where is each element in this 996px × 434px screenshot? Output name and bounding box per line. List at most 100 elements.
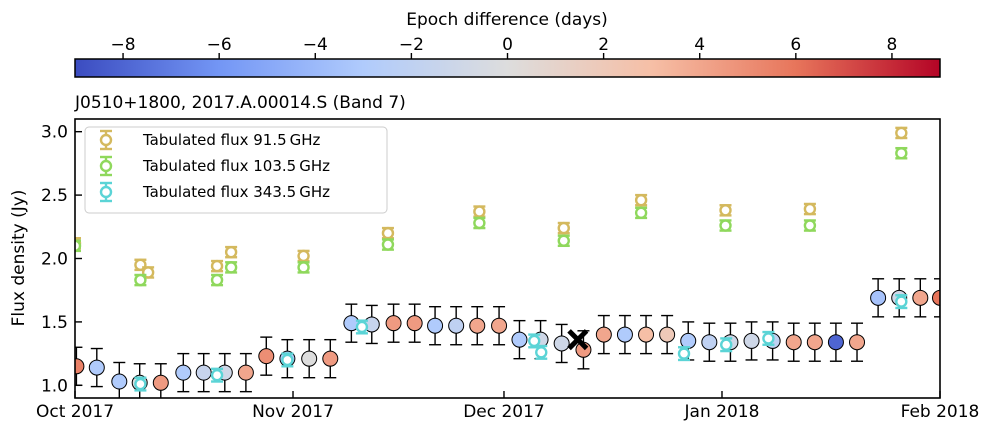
tabulated-point [473, 216, 486, 230]
legend-box [84, 126, 388, 214]
measurement-point [912, 289, 929, 306]
x-tick-label: Jan 2018 [684, 402, 760, 422]
measurement-point [322, 350, 339, 367]
tabulated-point [634, 206, 648, 220]
legend-markers [99, 129, 113, 203]
x-tick-label: Oct 2017 [36, 402, 114, 422]
tabulated-point [557, 234, 570, 247]
tabulated-point [297, 249, 310, 263]
legend-marker [99, 159, 113, 173]
tabulated-point [895, 126, 908, 140]
tabulated-point [719, 204, 732, 217]
tabulated-point [895, 147, 908, 160]
y-tick-label: 2.5 [41, 186, 68, 206]
legend-label-103: Tabulated flux 103.5 GHz [142, 157, 330, 175]
measurement-point [111, 373, 128, 390]
tabulated-point [677, 347, 691, 360]
measurement-point [638, 326, 655, 343]
tabulated-point [473, 205, 486, 218]
colorbar-tick-label: 6 [790, 35, 801, 55]
legend-marker [99, 133, 113, 147]
tabulated-layer [75, 126, 908, 392]
tabulated-point [803, 219, 817, 232]
colorbar-tick-label: 8 [887, 35, 898, 55]
measurement-point [743, 332, 760, 349]
tabulated-point [210, 259, 224, 273]
tabulated-point [557, 221, 570, 235]
measurement-point [301, 350, 318, 367]
x-tick-label: Feb 2018 [901, 402, 980, 422]
colorbar-tick-label: 2 [598, 35, 609, 55]
measurement-point [595, 326, 612, 343]
measurement-point [152, 374, 169, 391]
measurement-point [406, 315, 423, 332]
measurement-point [491, 317, 508, 334]
y-tick-label: 1.5 [41, 313, 68, 333]
colorbar [74, 58, 941, 78]
x-tick-label: Nov 2017 [252, 402, 334, 422]
tabulated-point [297, 261, 310, 274]
reference-x-marker [567, 329, 589, 351]
reference-layer [567, 329, 589, 351]
measurement-point [427, 317, 444, 334]
x-axis: Oct 2017 Nov 2017 Dec 2017 Jan 2018 Feb 2018 [36, 391, 979, 422]
colorbar-tick-label: 0 [502, 35, 513, 55]
measurement-point [932, 289, 940, 306]
tabulated-point [535, 346, 548, 359]
measurement-point [849, 334, 866, 351]
colorbar-label: Epoch difference (days) [406, 10, 608, 30]
y-axis: 1.0 1.5 2.0 2.5 3.0 [41, 123, 82, 396]
tabulated-point [528, 334, 541, 348]
measurement-point [88, 359, 105, 376]
measurement-point [237, 364, 254, 381]
legend-label-343: Tabulated flux 343.5 GHz [142, 183, 330, 201]
measurement-point [195, 364, 212, 381]
tabulated-point [634, 193, 648, 207]
colorbar-ticks: −8 −6 −4 −2 0 2 4 6 8 [111, 35, 898, 59]
tabulated-point [719, 219, 732, 232]
tabulated-point [134, 377, 147, 391]
measurement-point [785, 334, 802, 351]
measurement-point [511, 331, 528, 348]
tabulated-point [224, 261, 238, 274]
measurement-point [469, 317, 486, 334]
tabulated-point [381, 226, 395, 240]
y-axis-label: Flux density (Jy) [9, 190, 29, 327]
tabulated-point [134, 273, 147, 287]
tabulated-point [224, 245, 238, 259]
colorbar-tick-label: −6 [207, 35, 232, 55]
measurement-point [175, 364, 192, 381]
tabulated-point [720, 338, 733, 351]
measurement-point [870, 289, 887, 306]
legend-marker [99, 185, 113, 199]
colorbar-tick-label: −4 [303, 35, 328, 55]
tabulated-point [75, 239, 82, 253]
x-tick-label: Dec 2017 [463, 402, 545, 422]
measurement-point [75, 358, 85, 375]
tabulated-point [895, 295, 908, 308]
tabulated-point [210, 273, 224, 287]
legend-label-91: Tabulated flux 91.5 GHz [142, 131, 321, 149]
legend: Tabulated flux 91.5 GHz Tabulated flux 1… [84, 126, 388, 214]
measurement-point [448, 317, 465, 334]
colorbar-tick-label: −8 [111, 35, 136, 55]
tabulated-point [355, 320, 369, 334]
tabulated-point [381, 238, 395, 251]
tabulated-point [762, 332, 775, 345]
tabulated-point [803, 202, 817, 216]
measurement-point [616, 326, 633, 343]
tabulated-point [210, 368, 224, 382]
measurement-point [385, 315, 402, 332]
colorbar-tick-label: 4 [694, 35, 705, 55]
y-tick-label: 1.0 [41, 376, 68, 396]
y-tick-label: 3.0 [41, 123, 68, 143]
y-tick-label: 2.0 [41, 250, 68, 270]
measurement-point [806, 334, 823, 351]
measurement-point [258, 348, 275, 365]
measurement-point [553, 335, 570, 352]
chart-title: J0510+1800, 2017.A.00014.S (Band 7) [74, 93, 406, 113]
measurement-point [827, 334, 844, 351]
colorbar-tick-label: −2 [399, 35, 424, 55]
measurement-point [659, 326, 676, 343]
